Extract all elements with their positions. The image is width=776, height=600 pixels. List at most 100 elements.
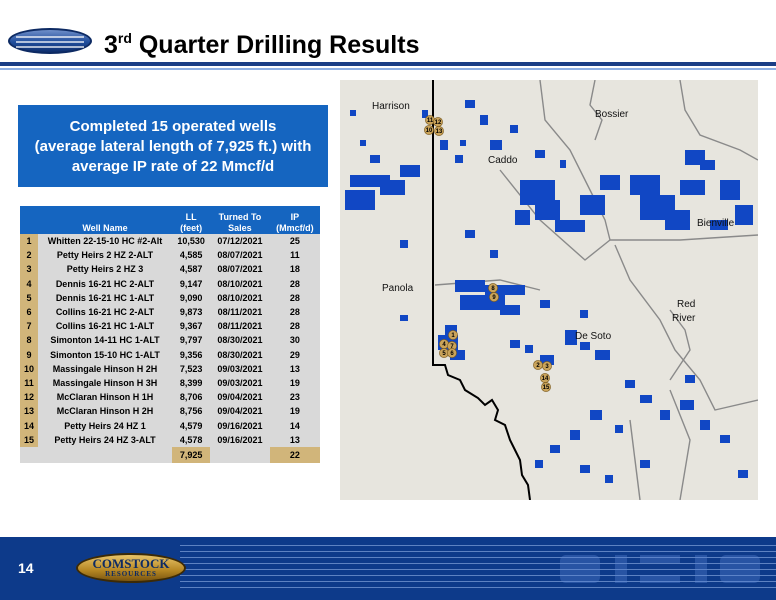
acreage-block [345,190,375,210]
acreage-block [380,180,405,195]
well-marker-label: 9 [492,295,496,301]
label-de-soto: De Soto [575,331,612,342]
header-well-name: Well Name [82,223,128,233]
ip-rate: 28 [289,307,300,318]
ip-rate: 11 [290,250,300,261]
header-turned-to-sales: Turned To Sales [218,212,262,233]
acreage-block [535,460,543,468]
acreage-block [640,395,652,403]
comstock-logo-icon [76,553,186,583]
page-number: 14 [18,560,34,576]
lateral-length: 9,090 [179,292,203,303]
wells-table: Well Name LL (feet) Turned To Sales IP (Mmc… [20,206,320,463]
well-marker-label: 1 [451,333,455,339]
lateral-length: 9,367 [179,321,203,332]
ip-rate: 30 [289,335,300,346]
well-marker: 6 [447,348,457,358]
row-number: 7 [20,319,38,334]
turned-to-sales-date: 09/04/2021 [217,392,263,403]
turned-to-sales-date: 08/07/2021 [217,264,263,275]
acreage-map: 11 12 10 13 8 9 1 4 7 5 6 2 3 14 15 Harrison Bossier C… [340,80,758,500]
ip-rate: 23 [289,392,300,403]
ip-rate: 28 [289,292,300,303]
label-bossier: Bossier [595,109,629,120]
well-marker: 9 [489,292,499,302]
border-bossier [679,80,758,161]
row-number: 13 [20,404,38,419]
ip-rate: 25 [289,236,300,247]
table-totals-row: 7,925 22 [20,446,320,463]
well-marker-label: 12 [435,120,442,126]
lateral-length: 4,585 [179,250,203,261]
acreage-block [485,285,525,295]
acreage-block [720,180,740,200]
acreage-blocks [345,100,753,483]
turned-to-sales-date: 09/03/2021 [217,363,263,374]
acreage-block [490,140,502,150]
header-ll: LL (feet) [180,212,203,233]
row-number: 1 [20,234,38,249]
well-name: McClaran Hinson H 2H [56,406,154,417]
header-rule [0,62,776,66]
acreage-block [600,175,620,190]
well-marker-label: 14 [542,376,549,382]
lateral-length: 8,756 [179,406,203,417]
comstock-logo-text: COMSTOCK RESOURCES [92,556,170,578]
ip-rate: 29 [289,349,300,360]
well-name: Collins 16-21 HC 1-ALT [55,321,155,332]
row-number: 6 [20,304,38,320]
row-number: 14 [20,418,38,433]
well-marker: 8 [488,283,498,293]
well-name: Dennis 16-21 HC 2-ALT [55,278,155,289]
border-south-1 [629,419,641,500]
well-name: Collins 16-21 HC 2-ALT [55,307,155,318]
footer: 14 COMSTOCK RESOURCES [0,537,776,600]
ip-rate: 28 [289,278,300,289]
border-desoto-redriver [614,244,758,411]
well-marker: 2 [533,360,543,370]
total-ip: 22 [269,446,320,463]
well-marker-label: 10 [426,128,433,134]
table-row: 10 Massingale Hinson H 2H 7,523 09/03/2021 1… [20,361,320,376]
summary-line-2: (average lateral length of 7,925 ft.) wi… [34,138,312,155]
acreage-block [515,210,530,225]
acreage-block [710,220,728,230]
acreage-block [738,470,748,478]
summary-box: Completed 15 operated wells (average lat… [18,105,328,187]
lateral-length: 8,706 [179,392,203,403]
row-number: 3 [20,262,38,277]
well-marker: 12 [433,117,443,127]
acreage-block [535,150,545,158]
acreage-block [460,140,466,146]
label-harrison: Harrison [372,101,410,112]
table-row: 2 Petty Heirs 2 HZ 2-ALT 4,585 08/07/2021 11 [20,248,320,263]
border-caddo-bienville [610,234,758,241]
acreage-block [450,350,465,360]
acreage-block [660,410,670,420]
well-name: Petty Heirs 2 HZ 2-ALT [56,250,154,261]
well-name: McClaran Hinson H 1H [56,392,154,403]
acreage-block [550,445,560,453]
red-river-path [539,80,611,241]
acreage-block [735,205,753,225]
well-marker-label: 8 [491,286,495,292]
acreage-block [400,315,408,321]
acreage-block [455,155,463,163]
border-south-2 [669,389,691,500]
well-name: Petty Heirs 24 HZ 1 [64,420,146,431]
row-number: 11 [20,375,38,391]
row-number: 9 [20,347,38,362]
turned-to-sales-date: 09/03/2021 [217,377,263,388]
acreage-block [700,160,715,170]
well-marker-label: 13 [436,129,443,135]
acreage-block [510,125,518,133]
well-name: Whitten 22-15-10 HC #2-Alt [47,236,163,247]
row-number: 12 [20,390,38,405]
well-name: Dennis 16-21 HC 1-ALT [55,292,155,303]
lateral-length: 4,579 [179,420,203,431]
acreage-block [615,425,623,433]
acreage-block [700,420,710,430]
turned-to-sales-date: 08/07/2021 [217,250,263,261]
